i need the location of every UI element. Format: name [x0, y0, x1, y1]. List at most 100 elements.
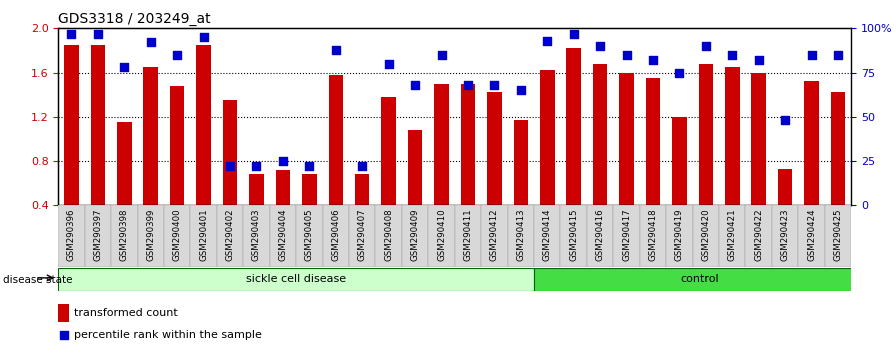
Bar [534, 205, 561, 267]
Bar [244, 205, 270, 267]
Bar [58, 304, 70, 321]
Bar [223, 100, 237, 205]
Text: GSM290408: GSM290408 [384, 209, 393, 261]
Bar [138, 205, 164, 267]
Point [223, 164, 237, 169]
Point [355, 164, 369, 169]
Text: disease state: disease state [3, 275, 73, 285]
Bar [329, 75, 343, 205]
Bar [164, 205, 191, 267]
Bar [408, 130, 422, 205]
Bar [824, 205, 851, 267]
Bar [349, 205, 375, 267]
Bar [778, 169, 792, 205]
Bar [619, 73, 633, 205]
Text: GSM290420: GSM290420 [702, 209, 711, 261]
Text: GSM290415: GSM290415 [569, 209, 578, 261]
Bar [805, 81, 819, 205]
Bar [745, 205, 772, 267]
Text: percentile rank within the sample: percentile rank within the sample [74, 330, 262, 341]
Bar [507, 205, 534, 267]
Text: GSM290405: GSM290405 [305, 209, 314, 261]
Point [56, 333, 71, 338]
Bar [540, 70, 555, 205]
Text: sickle cell disease: sickle cell disease [246, 274, 346, 285]
Bar [672, 117, 686, 205]
Bar [382, 97, 396, 205]
Point [540, 38, 555, 44]
Point [487, 82, 502, 88]
Point [170, 52, 185, 58]
Text: GSM290411: GSM290411 [463, 209, 472, 261]
Bar [513, 120, 528, 205]
Text: GSM290424: GSM290424 [807, 209, 816, 261]
Bar [143, 67, 158, 205]
Point [699, 43, 713, 49]
Text: GSM290413: GSM290413 [516, 209, 525, 261]
Point [382, 61, 396, 67]
Bar [566, 48, 581, 205]
Bar [487, 92, 502, 205]
Bar [667, 205, 693, 267]
Point [513, 87, 528, 93]
Bar [85, 205, 111, 267]
Bar [428, 205, 455, 267]
Point [461, 82, 475, 88]
Point [90, 31, 105, 36]
Bar [276, 170, 290, 205]
Bar [65, 45, 79, 205]
Text: GSM290423: GSM290423 [780, 209, 789, 261]
Bar [90, 45, 105, 205]
Bar [640, 205, 667, 267]
Point [143, 40, 158, 45]
Bar [454, 205, 481, 267]
Bar [58, 205, 85, 267]
Bar [196, 45, 211, 205]
Point [778, 118, 792, 123]
Text: control: control [680, 274, 719, 285]
Text: GSM290417: GSM290417 [622, 209, 631, 261]
Text: GSM290407: GSM290407 [358, 209, 366, 261]
Bar [798, 205, 825, 267]
Point [117, 64, 132, 70]
Bar [249, 175, 263, 205]
Text: GSM290396: GSM290396 [67, 209, 76, 261]
Point [593, 43, 607, 49]
Text: GSM290425: GSM290425 [833, 209, 842, 261]
Bar [375, 205, 401, 267]
Bar [534, 268, 865, 291]
Bar [725, 67, 739, 205]
Bar [270, 205, 296, 267]
Point [725, 52, 739, 58]
Text: GSM290400: GSM290400 [173, 209, 182, 261]
Text: GSM290402: GSM290402 [226, 209, 235, 261]
Bar [58, 268, 534, 291]
Text: GSM290397: GSM290397 [93, 209, 102, 261]
Point [619, 52, 633, 58]
Bar [296, 205, 323, 267]
Bar [217, 205, 244, 267]
Point [805, 52, 819, 58]
Point [302, 164, 316, 169]
Bar [699, 64, 713, 205]
Bar [401, 205, 428, 267]
Bar [693, 205, 719, 267]
Bar [323, 205, 349, 267]
Point [408, 82, 422, 88]
Bar [593, 64, 607, 205]
Bar [302, 175, 316, 205]
Text: GSM290403: GSM290403 [252, 209, 261, 261]
Bar [191, 205, 217, 267]
Point [249, 164, 263, 169]
Bar [587, 205, 614, 267]
Bar [719, 205, 745, 267]
Point [646, 57, 660, 63]
Point [672, 70, 686, 75]
Bar [772, 205, 798, 267]
Point [276, 158, 290, 164]
Bar [461, 84, 475, 205]
Bar [831, 92, 845, 205]
Text: GSM290419: GSM290419 [675, 209, 684, 261]
Bar [613, 205, 640, 267]
Text: GSM290412: GSM290412 [490, 209, 499, 261]
